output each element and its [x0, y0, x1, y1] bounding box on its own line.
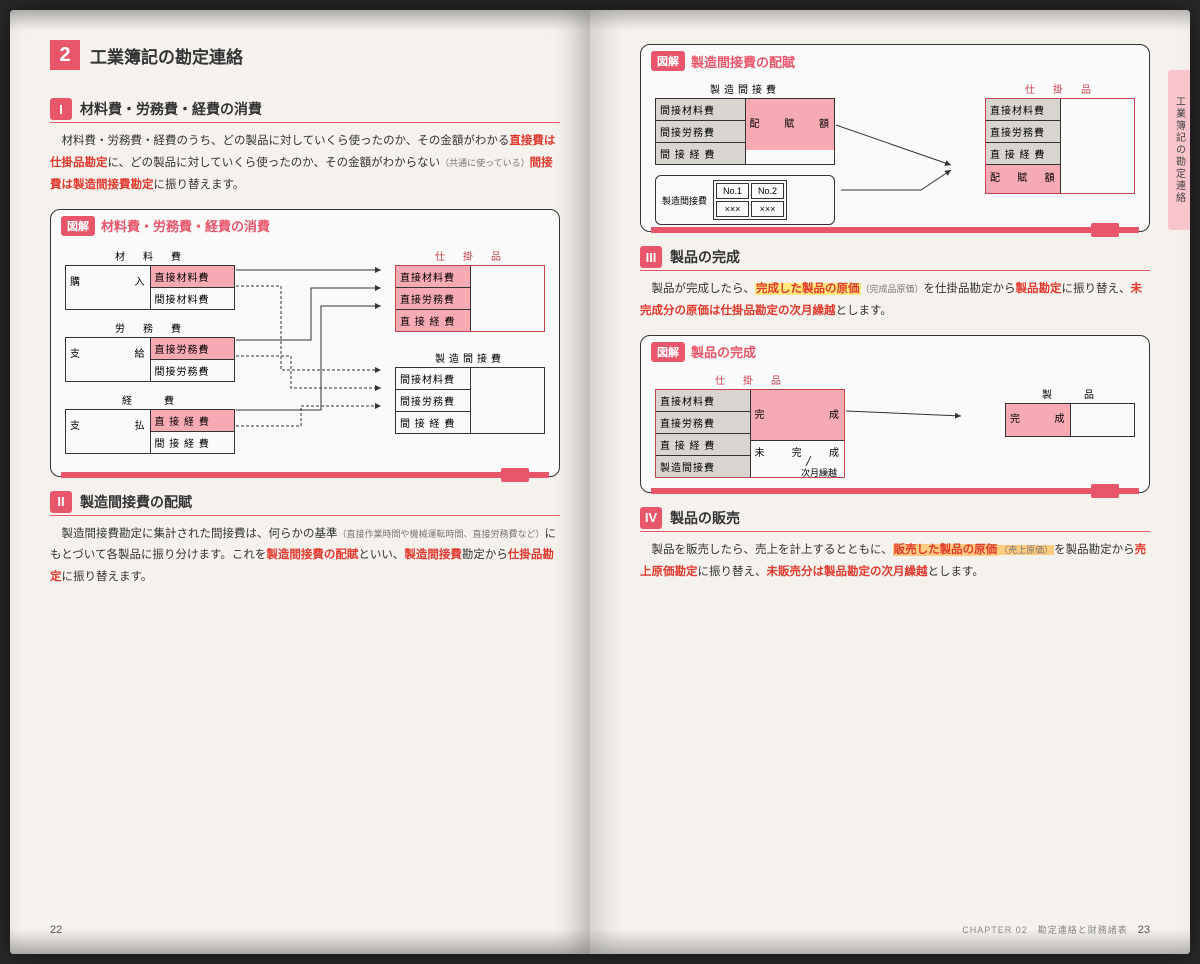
section-3-body: 製品が完成したら、完成した製品の原価（完成品原価）を仕掛品勘定から製品勘定に振り… — [640, 279, 1150, 323]
chapter-number: 2 — [50, 40, 80, 70]
section-1-body: 材料費・労務費・経費のうち、どの製品に対していくら使ったのか、その金額がわかる直… — [50, 131, 560, 197]
labor-account: 支 給 直接労務費間接労務費 — [65, 337, 235, 382]
d2-wip-account: 直接材料費 直接労務費 直 接 経 費 配 賦 額 — [985, 98, 1135, 194]
section-3-heading: III 製品の完成 — [640, 246, 1150, 271]
diagram-2: 図解 製造間接費の配賦 製造間接費 間接材料費間接労務費間 接 経 費 配 賦 … — [640, 44, 1150, 232]
diagram-1: 図解 材料費・労務費・経費の消費 材 料 費 購 入 直接材料費間接材料費 労 … — [50, 209, 560, 477]
note-next-month: 次月繰越 — [801, 466, 837, 479]
diagram-title: 材料費・労務費・経費の消費 — [101, 216, 270, 235]
d3-product-account: 完 成 — [1005, 403, 1135, 437]
section-2-heading: II 製造間接費の配賦 — [50, 491, 560, 516]
page-number-left: 22 — [50, 924, 62, 936]
side-tab: 工業簿記の勘定連絡 — [1168, 70, 1190, 230]
diagram-3: 図解 製品の完成 仕 掛 品 直接材料費 直接労務費 直 接 経 費 製造間接費 — [640, 335, 1150, 493]
roman-numeral: I — [50, 98, 72, 120]
dest-accounts: 仕 掛 品 直接材料費直接労務費直 接 経 費 製造間接費 間接材料費間接労務費… — [395, 248, 545, 434]
book-spread: 2 工業簿記の勘定連絡 I 材料費・労務費・経費の消費 材料費・労務費・経費のう… — [10, 10, 1190, 954]
section-1-heading: I 材料費・労務費・経費の消費 — [50, 98, 560, 123]
section-2-body: 製造間接費勘定に集計された間接費は、何らかの基準（直接作業時間や機械運転時間、直… — [50, 524, 560, 590]
materials-account: 購 入 直接材料費間接材料費 — [65, 265, 235, 310]
d3-wip-account: 直接材料費 直接労務費 直 接 経 費 製造間接費 完 成 未 完 成 — [655, 389, 845, 478]
chapter-heading: 2 工業簿記の勘定連絡 — [50, 40, 243, 70]
diagram-label: 図解 — [61, 216, 95, 236]
alloc-table: No.1No.2 ×××××× — [713, 180, 787, 220]
section-4-body: 製品を販売したら、売上を計上するとともに、販売した製品の原価（売上原価）を製品勘… — [640, 540, 1150, 584]
section-4-heading: IV 製品の販売 — [640, 507, 1150, 532]
page-right: 工業簿記の勘定連絡 図解 製造間接費の配賦 製造間接費 間接材料費間接労務費間 … — [590, 10, 1190, 954]
page-left: 2 工業簿記の勘定連絡 I 材料費・労務費・経費の消費 材料費・労務費・経費のう… — [10, 10, 590, 954]
wip-account: 直接材料費直接労務費直 接 経 費 — [395, 265, 545, 332]
expense-account: 支 払 直 接 経 費間 接 経 費 — [65, 409, 235, 454]
d2-moh-account: 間接材料費間接労務費間 接 経 費 配 賦 額 — [655, 98, 835, 165]
section-title: 材料費・労務費・経費の消費 — [80, 99, 262, 119]
chapter-title: 工業簿記の勘定連絡 — [90, 43, 243, 68]
moh-account: 間接材料費間接労務費間 接 経 費 — [395, 367, 545, 434]
page-number-right: CHAPTER 02 勘定連絡と財務諸表 23 — [962, 923, 1150, 936]
source-accounts: 材 料 費 購 入 直接材料費間接材料費 労 務 費 支 給 直接労務費間接労務… — [65, 248, 235, 464]
